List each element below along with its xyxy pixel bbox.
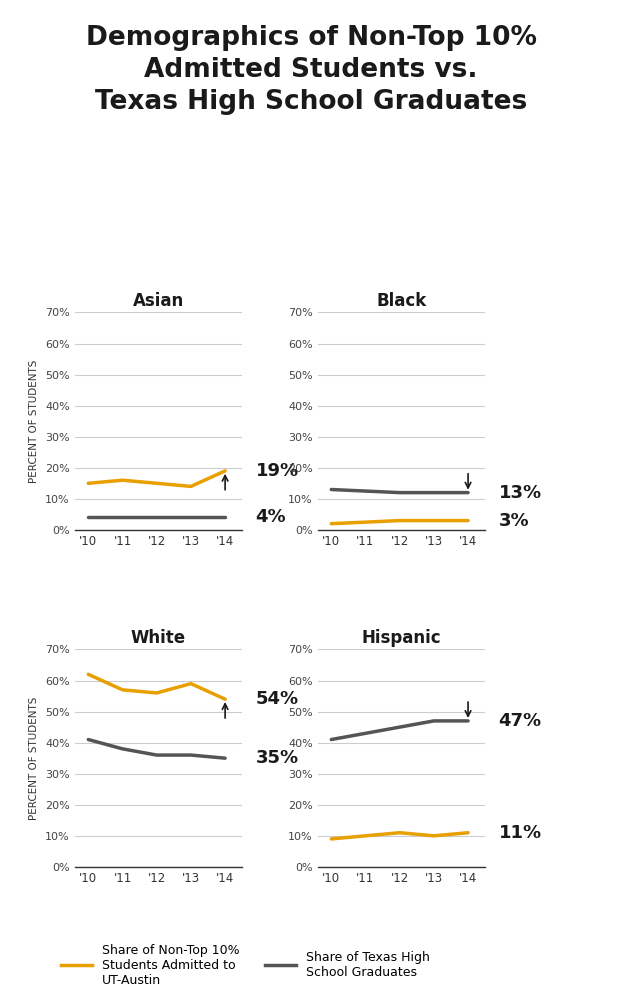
Text: 47%: 47% (499, 712, 542, 730)
Title: Hispanic: Hispanic (361, 629, 441, 646)
Text: 19%: 19% (256, 462, 299, 480)
Text: 54%: 54% (256, 690, 299, 709)
Title: Black: Black (376, 291, 427, 309)
Text: 13%: 13% (499, 484, 542, 502)
Text: Demographics of Non-Top 10%
Admitted Students vs.
Texas High School Graduates: Demographics of Non-Top 10% Admitted Stu… (85, 25, 537, 115)
Y-axis label: PERCENT OF STUDENTS: PERCENT OF STUDENTS (29, 360, 39, 483)
Text: 3%: 3% (499, 512, 529, 529)
Legend: Share of Non-Top 10%
Students Admitted to
UT-Austin, Share of Texas High
School : Share of Non-Top 10% Students Admitted t… (56, 938, 435, 992)
Text: 4%: 4% (256, 508, 286, 526)
Text: 35%: 35% (256, 749, 299, 767)
Title: Asian: Asian (132, 291, 184, 309)
Y-axis label: PERCENT OF STUDENTS: PERCENT OF STUDENTS (29, 697, 39, 820)
Title: White: White (131, 629, 186, 646)
Text: 11%: 11% (499, 824, 542, 842)
